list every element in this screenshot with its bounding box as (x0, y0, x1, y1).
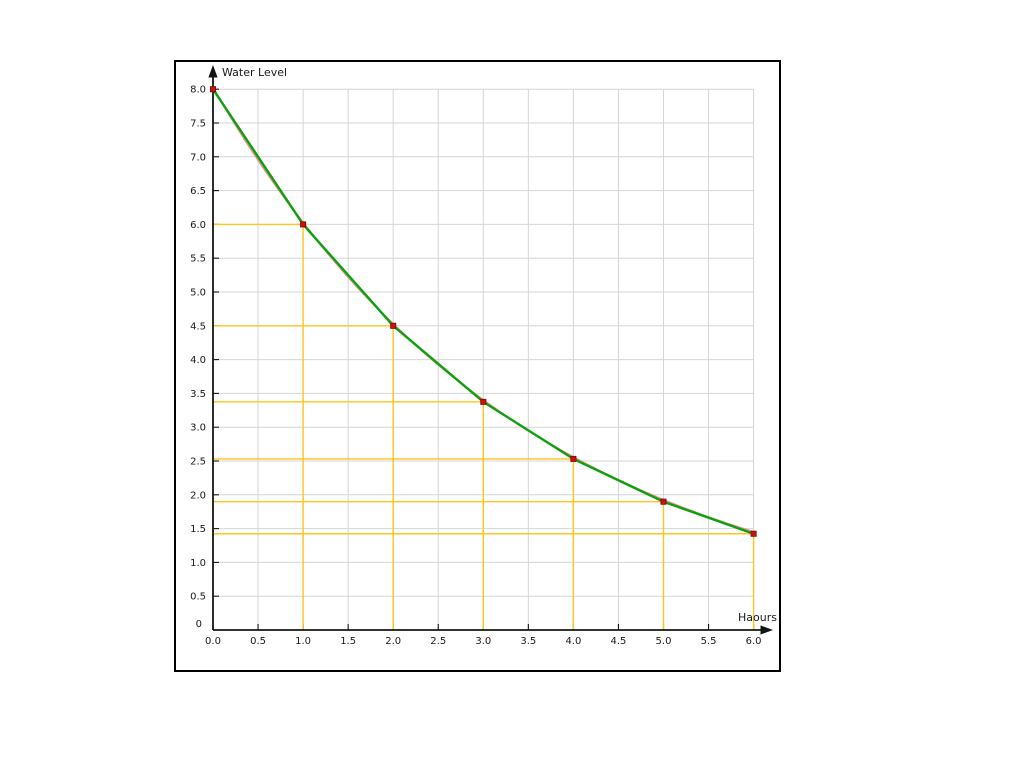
y-tick-label: 4.0 (190, 355, 206, 366)
x-tick-label: 5.0 (656, 636, 672, 647)
data-point-marker (480, 398, 487, 405)
y-tick-label: 0.5 (190, 592, 206, 603)
y-tick-label: 4.5 (190, 321, 206, 332)
y-tick-label: 2.0 (190, 490, 206, 501)
x-axis-title: Haours (738, 611, 777, 624)
axes (208, 65, 773, 635)
water-level-chart: 0.0 0.5 1.0 1.5 2.0 2.5 3.0 3.5 4.0 4.5 5.0 5.5 6.00… (190, 65, 777, 647)
x-tick-label: 0.5 (250, 636, 266, 647)
x-tick-label: 1.0 (295, 636, 311, 647)
data-point-marker (300, 221, 307, 228)
guide-lines (213, 223, 755, 630)
x-tick-label: 6.0 (746, 636, 762, 647)
x-tick-labels: 0.0 0.5 1.0 1.5 2.0 2.5 3.0 3.5 4.0 4.5 5.0 5.5 6.0 (205, 636, 762, 647)
data-point-marker (570, 455, 577, 462)
x-tick-label: 4.0 (565, 636, 581, 647)
x-tick-label: 3.0 (475, 636, 491, 647)
y-tick-label: 6.5 (190, 186, 206, 197)
x-tick-label: 3.5 (520, 636, 536, 647)
y-tick-label: 7.5 (190, 119, 206, 130)
y-tick-label: 5.5 (190, 254, 206, 265)
y-tick-label: 0 (196, 619, 202, 630)
data-point-marker (210, 86, 217, 93)
data-point-marker (390, 322, 397, 329)
y-tick-label: 5.0 (190, 288, 206, 299)
y-axis-title: Water Level (222, 66, 287, 79)
y-tick-label: 8.0 (190, 85, 206, 96)
y-tick-label: 2.5 (190, 457, 206, 468)
y-tick-labels: 0 0.5 1.0 1.5 2.0 2.5 3.0 3.5 4.0 4.5 5.0 5.5 6.0 6.5… (190, 85, 206, 630)
y-tick-label: 3.0 (190, 423, 206, 434)
x-tick-label: 2.0 (385, 636, 401, 647)
y-axis-arrow-icon (208, 65, 218, 78)
y-tick-label: 3.5 (190, 389, 206, 400)
y-tick-label: 1.5 (190, 524, 206, 535)
x-tick-label: 0.0 (205, 636, 221, 647)
data-point-marker (660, 498, 667, 505)
data-point-marker (750, 530, 757, 537)
x-tick-label: 4.5 (610, 636, 626, 647)
y-tick-label: 7.0 (190, 152, 206, 163)
y-tick-label: 1.0 (190, 558, 206, 569)
x-tick-label: 5.5 (701, 636, 717, 647)
x-axis-arrow-icon (760, 625, 773, 635)
data-markers (210, 86, 757, 537)
y-tick-label: 6.0 (190, 220, 206, 231)
x-tick-label: 1.5 (340, 636, 356, 647)
chart-frame: 0.0 0.5 1.0 1.5 2.0 2.5 3.0 3.5 4.0 4.5 5.0 5.5 6.0 0… (174, 60, 781, 672)
x-tick-label: 2.5 (430, 636, 446, 647)
